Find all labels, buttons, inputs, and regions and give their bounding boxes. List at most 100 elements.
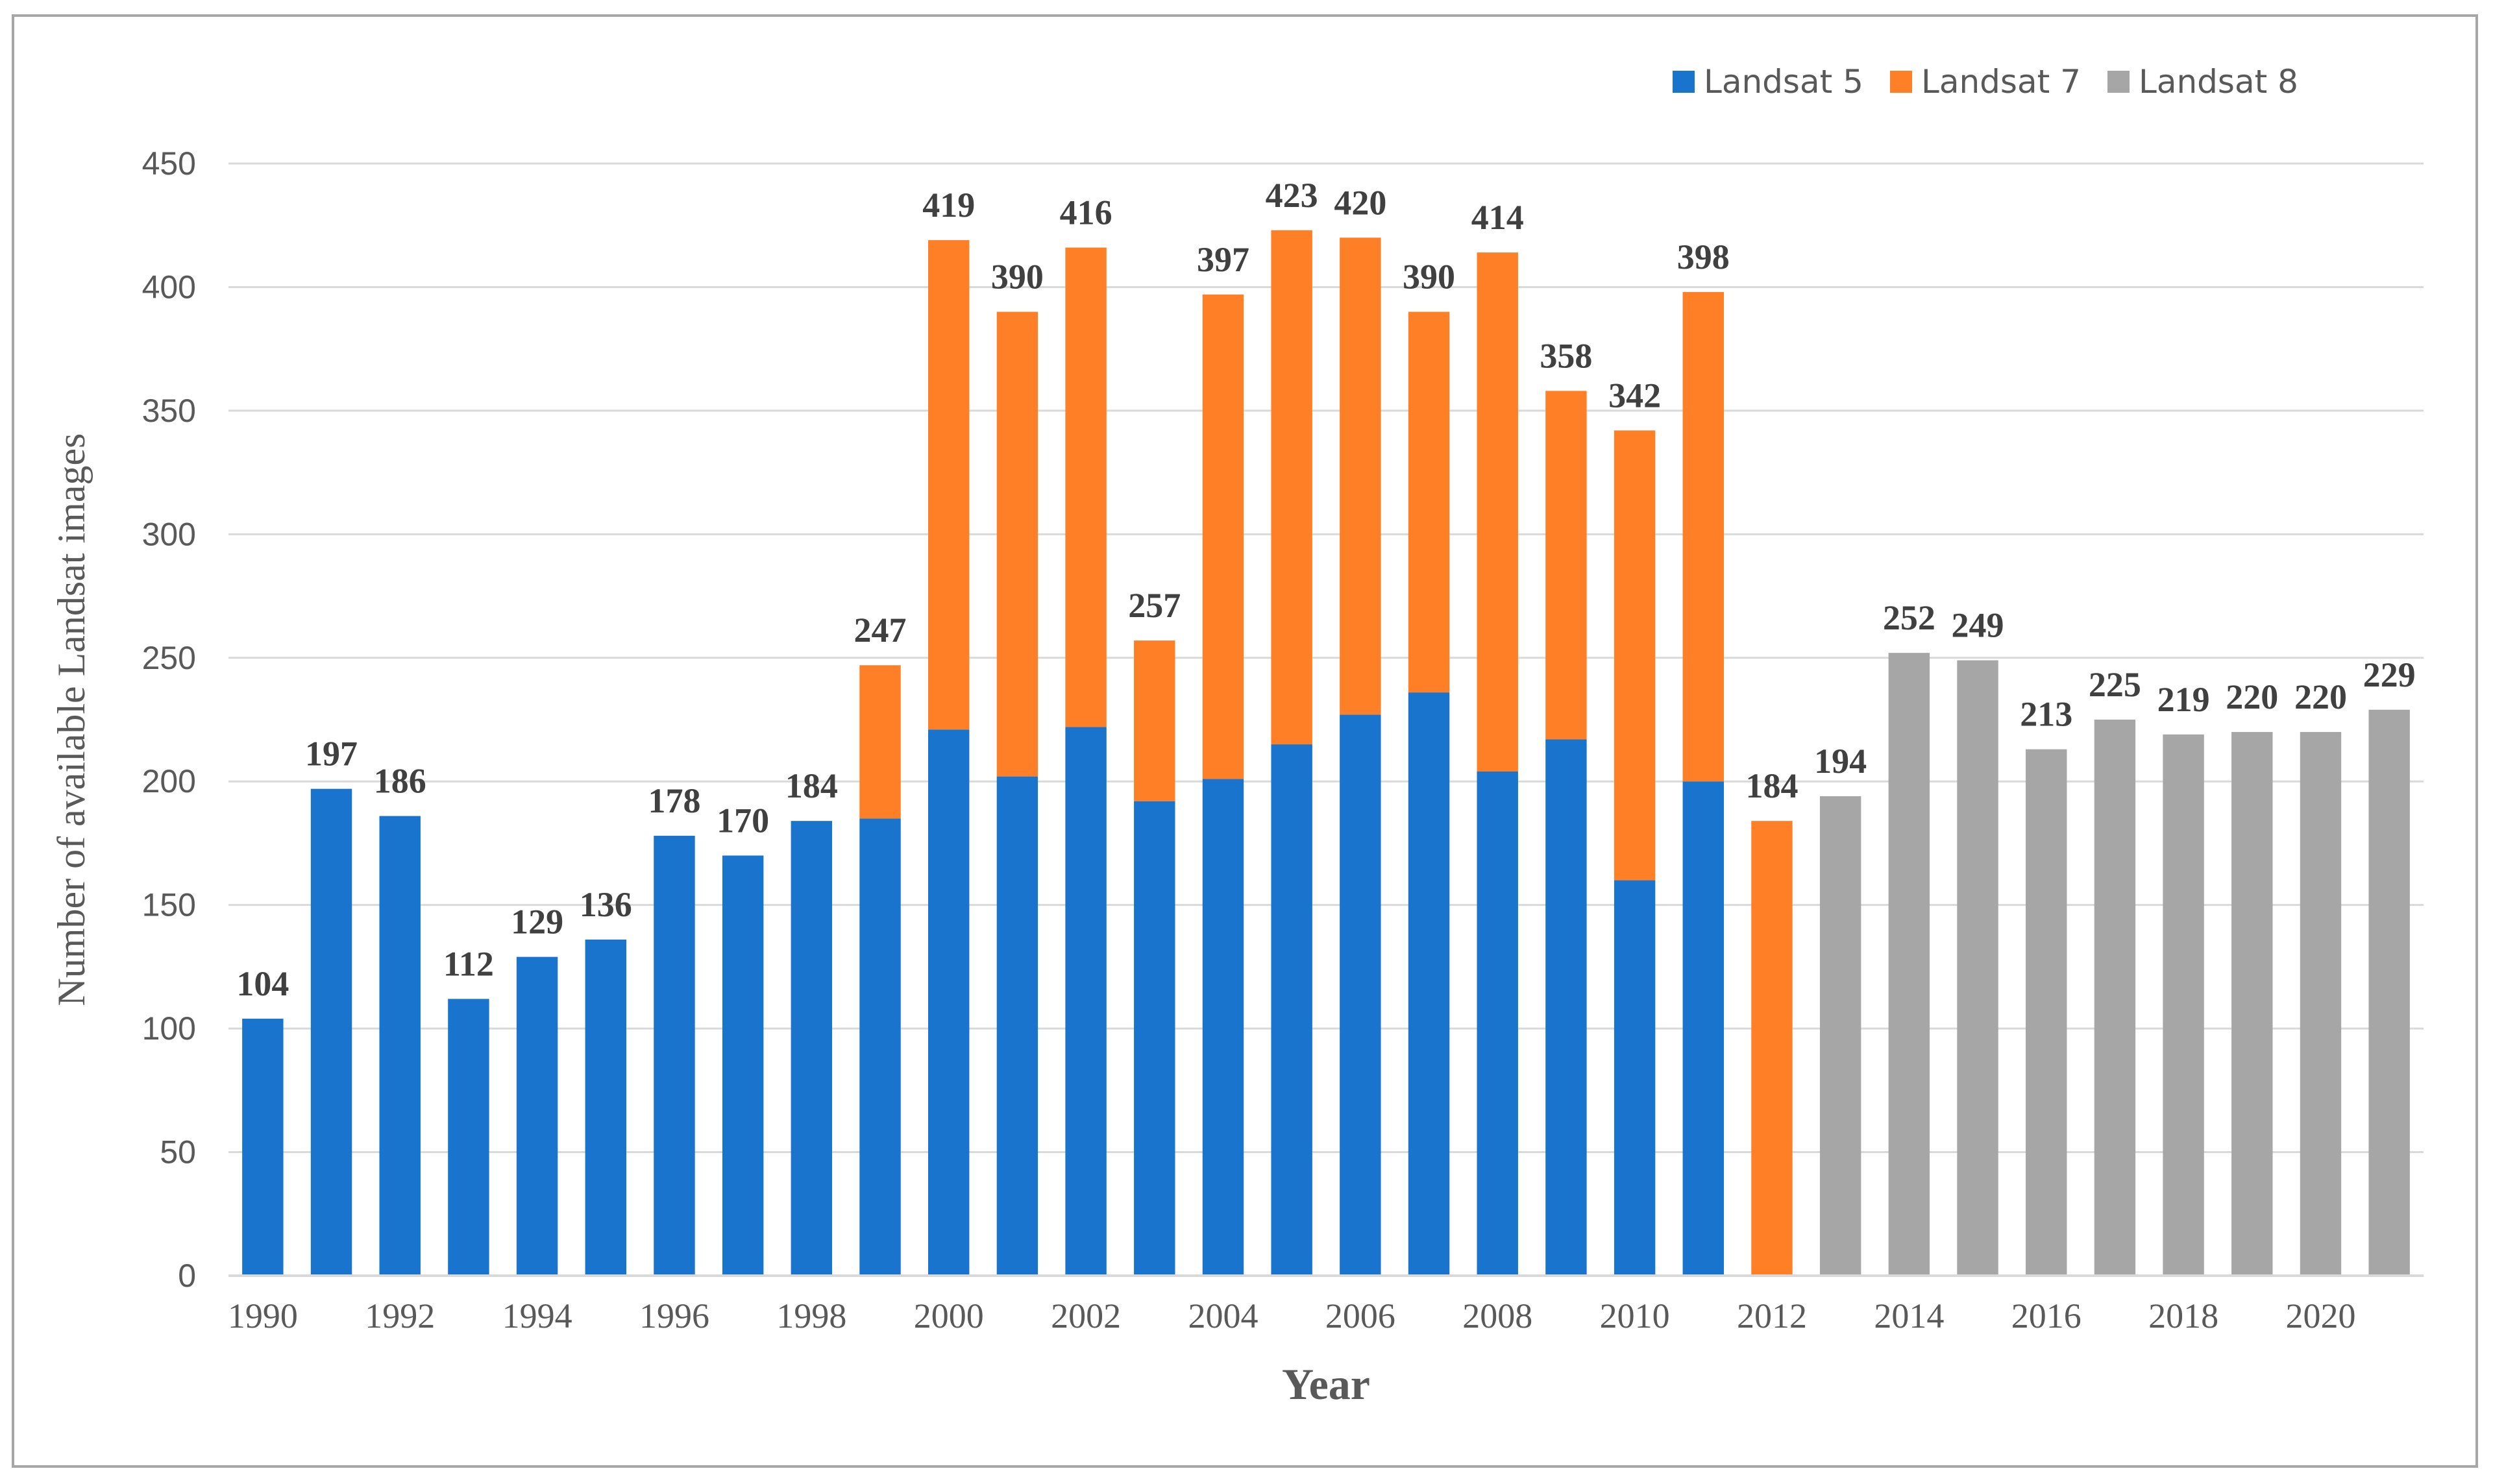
bar-chart: 0 50 100 150 200 250 300 350 400 450 1990 1992 1994 1… bbox=[50, 63, 2424, 1409]
y-tick-label: 250 bbox=[142, 640, 196, 676]
x-tick-label: 1998 bbox=[776, 1296, 846, 1335]
data-label-2003: 257 bbox=[1128, 586, 1181, 625]
bar-landsat-8-2014 bbox=[1888, 653, 1930, 1276]
bar-landsat-8-2020 bbox=[2300, 732, 2342, 1276]
x-tick-label: 1996 bbox=[639, 1296, 709, 1335]
bar-landsat-7-2006 bbox=[1340, 237, 1381, 715]
bar-landsat-5-2009 bbox=[1545, 739, 1587, 1276]
bar-landsat-7-2007 bbox=[1408, 311, 1450, 693]
bar-landsat-5-1999 bbox=[859, 818, 901, 1276]
x-tick-label: 2014 bbox=[1874, 1296, 1944, 1335]
data-label-2013: 194 bbox=[1814, 742, 1867, 781]
legend-swatch-landsat-5 bbox=[1673, 71, 1695, 93]
x-tick-label: 2012 bbox=[1737, 1296, 1807, 1335]
bar-landsat-5-2005 bbox=[1271, 744, 1312, 1276]
bar-landsat-5-2007 bbox=[1408, 692, 1450, 1276]
x-tick-label: 2006 bbox=[1325, 1296, 1395, 1335]
y-axis-title: Number of available Landsat images bbox=[50, 433, 93, 1006]
bar-landsat-5-1998 bbox=[791, 821, 833, 1276]
data-label-2012: 184 bbox=[1745, 766, 1798, 805]
legend-label: Landsat 5 bbox=[1704, 63, 1863, 101]
bar-landsat-7-2005 bbox=[1271, 230, 1312, 745]
data-label-2017: 225 bbox=[2089, 665, 2141, 704]
bar-landsat-5-2001 bbox=[996, 776, 1038, 1276]
data-label-2008: 414 bbox=[1471, 198, 1524, 237]
bar-landsat-5-1991 bbox=[310, 788, 352, 1276]
data-label-1990: 104 bbox=[236, 964, 289, 1003]
bar-landsat-5-2008 bbox=[1477, 771, 1518, 1276]
bar-landsat-7-2010 bbox=[1614, 430, 1656, 881]
bar-landsat-8-2017 bbox=[2094, 720, 2136, 1276]
data-label-1993: 112 bbox=[443, 944, 494, 983]
bar-landsat-5-2004 bbox=[1202, 779, 1244, 1276]
bar-landsat-7-2008 bbox=[1477, 252, 1518, 772]
data-label-1998: 184 bbox=[785, 766, 838, 805]
bar-landsat-8-2021 bbox=[2368, 709, 2410, 1276]
data-label-1997: 170 bbox=[717, 801, 769, 840]
data-label-2009: 358 bbox=[1540, 336, 1592, 375]
bar-landsat-8-2015 bbox=[1957, 660, 1998, 1276]
data-label-2018: 219 bbox=[2157, 680, 2210, 719]
legend-swatch-landsat-7 bbox=[1890, 71, 1912, 93]
data-label-2005: 423 bbox=[1266, 176, 1318, 215]
bar-landsat-8-2016 bbox=[2026, 749, 2067, 1276]
legend-label: Landsat 7 bbox=[1921, 63, 2081, 101]
data-label-2010: 342 bbox=[1608, 376, 1661, 415]
y-tick-label: 50 bbox=[160, 1134, 196, 1171]
bar-landsat-8-2013 bbox=[1819, 796, 1861, 1276]
y-tick-label: 0 bbox=[178, 1258, 196, 1294]
bar-landsat-5-1990 bbox=[242, 1018, 284, 1276]
data-label-1991: 197 bbox=[305, 735, 358, 773]
bar-landsat-7-2012 bbox=[1751, 821, 1793, 1276]
y-tick-label: 450 bbox=[142, 145, 196, 182]
data-label-2006: 420 bbox=[1334, 183, 1386, 222]
x-tick-label: 2018 bbox=[2148, 1296, 2218, 1335]
x-tick-label: 2002 bbox=[1051, 1296, 1121, 1335]
bar-landsat-5-1996 bbox=[654, 836, 695, 1276]
bar-landsat-7-1999 bbox=[859, 665, 901, 819]
data-label-1999: 247 bbox=[854, 611, 907, 650]
bar-landsat-5-1992 bbox=[379, 816, 421, 1276]
bar-landsat-5-2002 bbox=[1065, 727, 1107, 1276]
x-tick-label: 1992 bbox=[365, 1296, 435, 1335]
bar-landsat-7-2009 bbox=[1545, 391, 1587, 740]
bar-landsat-8-2018 bbox=[2163, 734, 2204, 1276]
data-label-2014: 252 bbox=[1883, 598, 1935, 637]
x-axis-title: Year bbox=[1282, 1359, 1370, 1409]
data-label-1992: 186 bbox=[374, 762, 426, 801]
y-tick-label: 200 bbox=[142, 763, 196, 799]
data-label-1994: 129 bbox=[511, 903, 563, 942]
y-tick-label: 400 bbox=[142, 269, 196, 305]
legend-swatch-landsat-8 bbox=[2107, 71, 2130, 93]
bar-landsat-5-2000 bbox=[928, 729, 970, 1276]
bar-landsat-8-2019 bbox=[2231, 732, 2273, 1276]
x-tick-label: 2004 bbox=[1188, 1296, 1258, 1335]
bar-landsat-5-2010 bbox=[1614, 880, 1656, 1276]
bar-landsat-7-2000 bbox=[928, 240, 970, 730]
data-label-2015: 249 bbox=[1952, 606, 2004, 645]
legend: Landsat 5 Landsat 7 Landsat 8 bbox=[1673, 63, 2298, 101]
x-tick-label: 1994 bbox=[502, 1296, 572, 1335]
data-label-2004: 397 bbox=[1197, 240, 1249, 279]
y-tick-label: 100 bbox=[142, 1010, 196, 1047]
bar-landsat-5-2003 bbox=[1134, 801, 1175, 1276]
bar-landsat-7-2001 bbox=[996, 311, 1038, 777]
bar-landsat-5-1993 bbox=[448, 999, 489, 1276]
data-label-1995: 136 bbox=[580, 885, 632, 924]
x-tick-label: 2000 bbox=[914, 1296, 984, 1335]
legend-label: Landsat 8 bbox=[2139, 63, 2298, 101]
bars bbox=[242, 230, 2410, 1276]
bar-landsat-7-2003 bbox=[1134, 640, 1175, 801]
y-tick-label: 350 bbox=[142, 393, 196, 429]
data-label-2019: 220 bbox=[2226, 677, 2278, 716]
data-labels: 104 197 186 112 129 136 178 170 184 247 419 390 416 2… bbox=[236, 176, 2415, 1003]
bar-landsat-7-2011 bbox=[1682, 292, 1724, 782]
bar-landsat-7-2004 bbox=[1202, 294, 1244, 779]
data-label-2007: 390 bbox=[1403, 258, 1455, 297]
bar-landsat-7-2002 bbox=[1065, 247, 1107, 727]
data-label-2002: 416 bbox=[1060, 193, 1112, 232]
data-label-2016: 213 bbox=[2020, 695, 2072, 734]
data-label-1996: 178 bbox=[648, 781, 700, 820]
x-tick-label: 2008 bbox=[1462, 1296, 1532, 1335]
x-tick-label: 2010 bbox=[1600, 1296, 1670, 1335]
